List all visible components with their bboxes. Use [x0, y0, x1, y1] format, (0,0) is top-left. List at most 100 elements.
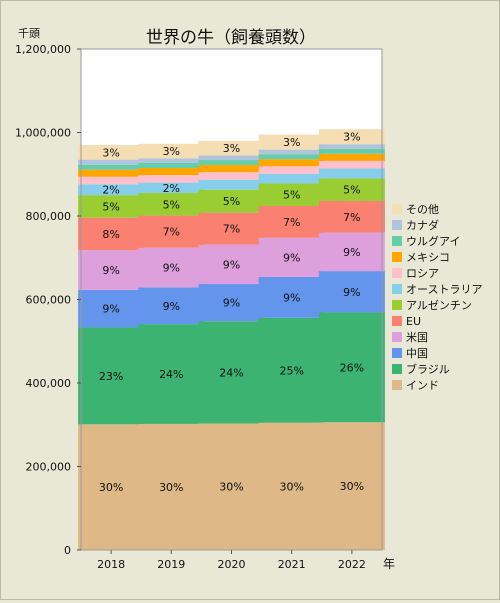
- x-unit-label: 年: [383, 557, 395, 571]
- bar-segment: [138, 193, 205, 216]
- data-label: 2%: [163, 182, 180, 195]
- data-label: 9%: [102, 303, 119, 316]
- bar-segment: [78, 176, 145, 185]
- data-label: 26%: [340, 361, 364, 374]
- bar-segment: [318, 160, 385, 169]
- bar-segment: [258, 149, 325, 155]
- bar-segment: [198, 321, 265, 424]
- data-label: 5%: [343, 184, 360, 197]
- data-label: 9%: [283, 251, 300, 264]
- bar-segment: [138, 175, 205, 183]
- bar-segment: [258, 183, 325, 206]
- bar-segment: [318, 271, 385, 313]
- data-label: 5%: [163, 198, 180, 211]
- y-unit-label: 千頭: [18, 27, 40, 40]
- bar-segment: [138, 287, 205, 325]
- legend-swatch: [392, 332, 402, 342]
- data-label: 7%: [283, 216, 300, 229]
- bar-segment: [78, 217, 145, 251]
- bar-segment: [258, 166, 325, 174]
- bar-segment: [198, 160, 265, 166]
- legend-item: ウルグアイ: [392, 234, 460, 248]
- bar-segment: [198, 284, 265, 322]
- bar-segment: [138, 143, 205, 159]
- legend-label: EU: [406, 315, 421, 328]
- legend-label: アルゼンチン: [406, 299, 472, 312]
- data-label: 23%: [99, 370, 123, 383]
- bar-stack-2020: 30% 24% 9% 9% 7% 5% 3%: [198, 140, 265, 550]
- legend-item: オーストラリア: [392, 283, 482, 296]
- legend-label: メキシコ: [406, 251, 450, 264]
- bar-segment: [78, 145, 145, 160]
- data-label: 25%: [279, 364, 303, 377]
- legend-item: EU: [392, 315, 421, 328]
- data-label: 8%: [102, 228, 119, 241]
- bar-segment: [318, 422, 385, 550]
- legend-label: ブラジル: [406, 362, 450, 376]
- bar-segment: [318, 153, 385, 161]
- bar-segment: [258, 154, 325, 160]
- bar-segment: [78, 327, 145, 425]
- data-label: 9%: [163, 300, 180, 313]
- bar-segment: [78, 159, 145, 165]
- bar-stacks: 30% 23% 9% 9% 8% 5% 2% 3% 30% 24% 9% 9% 7% 5% 2% 3% 30% 2…: [78, 129, 385, 550]
- y-tick-label: 400,000: [26, 377, 72, 390]
- legend-swatch: [392, 284, 402, 294]
- legend-swatch: [392, 268, 402, 278]
- bar-segment: [258, 134, 325, 150]
- y-tick-label: 1,000,000: [15, 127, 71, 140]
- bar-segment: [318, 200, 385, 233]
- bar-segment: [78, 424, 145, 550]
- bar-segment: [258, 173, 325, 184]
- bar-segment: [198, 189, 265, 213]
- bar-segment: [198, 155, 265, 161]
- bar-stack-2018: 30% 23% 9% 9% 8% 5% 2% 3%: [78, 145, 145, 550]
- bar-segment: [78, 169, 145, 177]
- bar-segment: [318, 178, 385, 201]
- bar-segment: [258, 276, 325, 318]
- bar-segment: [258, 317, 325, 423]
- x-tick-label: 2021: [278, 558, 306, 571]
- bar-segment: [198, 212, 265, 245]
- data-label: 9%: [343, 246, 360, 259]
- legend-label: オーストラリア: [406, 283, 482, 296]
- legend-swatch: [392, 316, 402, 326]
- bar-segment: [138, 423, 205, 550]
- bar-segment: [318, 148, 385, 154]
- bar-segment: [138, 158, 205, 163]
- data-label: 3%: [343, 131, 360, 144]
- legend-label: その他: [406, 203, 439, 216]
- legend-label: カナダ: [406, 218, 439, 232]
- data-label: 30%: [159, 481, 183, 494]
- bar-segment: [78, 289, 145, 328]
- legend-swatch: [392, 252, 402, 262]
- bar-segment: [198, 172, 265, 180]
- bar-segment: [138, 324, 205, 424]
- bar-segment: [198, 165, 265, 173]
- legend-swatch: [392, 204, 402, 214]
- legend-item: ロシア: [392, 267, 439, 280]
- bar-segment: [198, 244, 265, 285]
- x-tick-label: 2022: [338, 558, 366, 571]
- y-tick-label: 1,200,000: [15, 43, 71, 56]
- data-label: 3%: [283, 136, 300, 149]
- data-label: 3%: [102, 146, 119, 159]
- legend-swatch: [392, 364, 402, 374]
- data-label: 9%: [163, 262, 180, 275]
- bar-segment: [318, 312, 385, 423]
- data-label: 30%: [219, 481, 243, 494]
- axes: 0 200,000 400,000 600,000 800,000 1,000,000 1,…: [15, 43, 383, 571]
- data-label: 7%: [343, 211, 360, 224]
- data-label: 3%: [223, 142, 240, 155]
- data-label: 24%: [219, 366, 243, 379]
- bar-segment: [138, 167, 205, 176]
- bar-segment: [138, 215, 205, 248]
- legend-item: ブラジル: [392, 362, 450, 376]
- legend-swatch: [392, 236, 402, 246]
- bar-segment: [318, 168, 385, 179]
- bar-segment: [198, 423, 265, 550]
- y-tick-label: 600,000: [26, 294, 72, 307]
- data-label: 3%: [163, 145, 180, 158]
